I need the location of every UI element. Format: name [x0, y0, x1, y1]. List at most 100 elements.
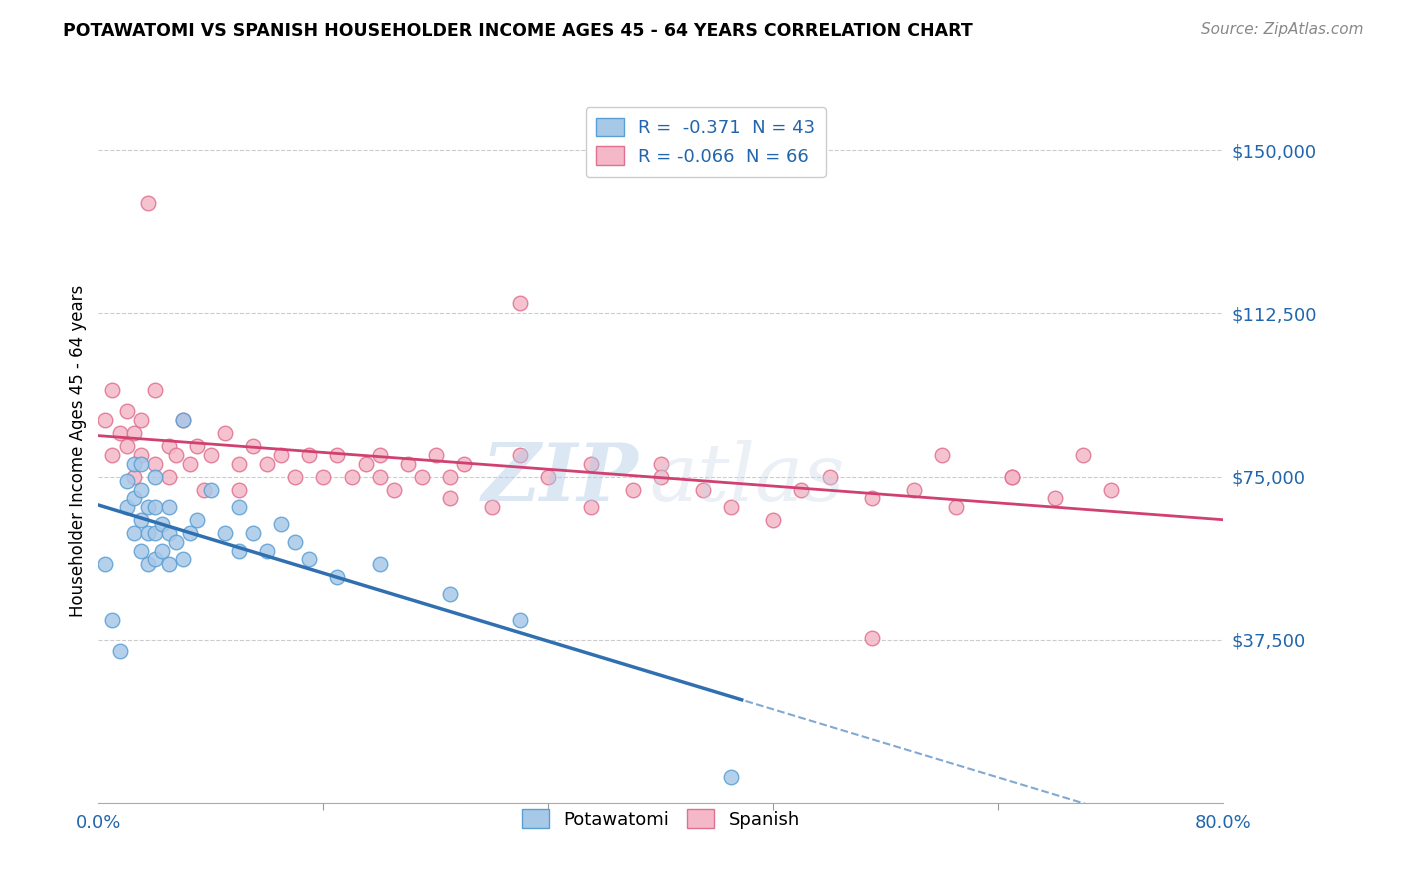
Point — [115, 500, 138, 514]
Point — [186, 513, 208, 527]
Point — [270, 448, 292, 462]
Text: atlas: atlas — [650, 440, 845, 517]
Point — [186, 439, 208, 453]
Point — [228, 543, 250, 558]
Point — [720, 770, 742, 784]
Point — [115, 474, 138, 488]
Point — [200, 483, 222, 497]
Point — [143, 500, 166, 514]
Y-axis label: Householder Income Ages 45 - 64 years: Householder Income Ages 45 - 64 years — [69, 285, 87, 616]
Point — [270, 517, 292, 532]
Point — [579, 500, 602, 514]
Point — [136, 195, 159, 210]
Text: ZIP: ZIP — [481, 440, 638, 517]
Point — [129, 513, 152, 527]
Point — [157, 439, 180, 453]
Text: Source: ZipAtlas.com: Source: ZipAtlas.com — [1201, 22, 1364, 37]
Point — [129, 457, 152, 471]
Point — [122, 425, 145, 440]
Point — [228, 500, 250, 514]
Point — [172, 413, 194, 427]
Point — [425, 448, 447, 462]
Point — [298, 448, 321, 462]
Point — [1001, 469, 1024, 483]
Point — [1001, 469, 1024, 483]
Point — [396, 457, 419, 471]
Point — [284, 469, 307, 483]
Point — [368, 469, 391, 483]
Point — [509, 295, 531, 310]
Point — [136, 500, 159, 514]
Point — [481, 500, 503, 514]
Point — [165, 534, 187, 549]
Point — [143, 526, 166, 541]
Point — [692, 483, 714, 497]
Legend: Potawatomi, Spanish: Potawatomi, Spanish — [515, 802, 807, 836]
Point — [256, 457, 278, 471]
Point — [193, 483, 215, 497]
Point — [214, 425, 236, 440]
Point — [122, 457, 145, 471]
Point — [157, 469, 180, 483]
Point — [94, 413, 117, 427]
Text: POTAWATOMI VS SPANISH HOUSEHOLDER INCOME AGES 45 - 64 YEARS CORRELATION CHART: POTAWATOMI VS SPANISH HOUSEHOLDER INCOME… — [63, 22, 973, 40]
Point — [439, 587, 461, 601]
Point — [200, 448, 222, 462]
Point — [179, 457, 201, 471]
Point — [228, 457, 250, 471]
Point — [108, 425, 131, 440]
Point — [509, 613, 531, 627]
Point — [165, 448, 187, 462]
Point — [368, 448, 391, 462]
Point — [101, 448, 124, 462]
Point — [94, 557, 117, 571]
Point — [453, 457, 475, 471]
Point — [368, 557, 391, 571]
Point — [382, 483, 405, 497]
Point — [122, 491, 145, 506]
Point — [129, 413, 152, 427]
Point — [214, 526, 236, 541]
Point — [115, 404, 138, 418]
Point — [340, 469, 363, 483]
Point — [150, 543, 173, 558]
Point — [284, 534, 307, 549]
Point — [143, 552, 166, 566]
Point — [172, 413, 194, 427]
Point — [1043, 491, 1066, 506]
Point — [242, 526, 264, 541]
Point — [129, 483, 152, 497]
Point — [650, 469, 672, 483]
Point — [172, 552, 194, 566]
Point — [579, 457, 602, 471]
Point — [354, 457, 377, 471]
Point — [115, 439, 138, 453]
Point — [101, 613, 124, 627]
Point — [439, 469, 461, 483]
Point — [903, 483, 925, 497]
Point — [157, 557, 180, 571]
Point — [1099, 483, 1122, 497]
Point — [931, 448, 953, 462]
Point — [621, 483, 644, 497]
Point — [762, 513, 785, 527]
Point — [101, 383, 124, 397]
Point — [298, 552, 321, 566]
Point — [650, 457, 672, 471]
Point — [136, 557, 159, 571]
Point — [129, 543, 152, 558]
Point — [818, 469, 841, 483]
Point — [122, 469, 145, 483]
Point — [129, 448, 152, 462]
Point — [860, 491, 883, 506]
Point — [242, 439, 264, 453]
Point — [136, 526, 159, 541]
Point — [790, 483, 813, 497]
Point — [122, 526, 145, 541]
Point — [228, 483, 250, 497]
Point — [179, 526, 201, 541]
Point — [537, 469, 560, 483]
Point — [150, 517, 173, 532]
Point — [312, 469, 335, 483]
Point — [256, 543, 278, 558]
